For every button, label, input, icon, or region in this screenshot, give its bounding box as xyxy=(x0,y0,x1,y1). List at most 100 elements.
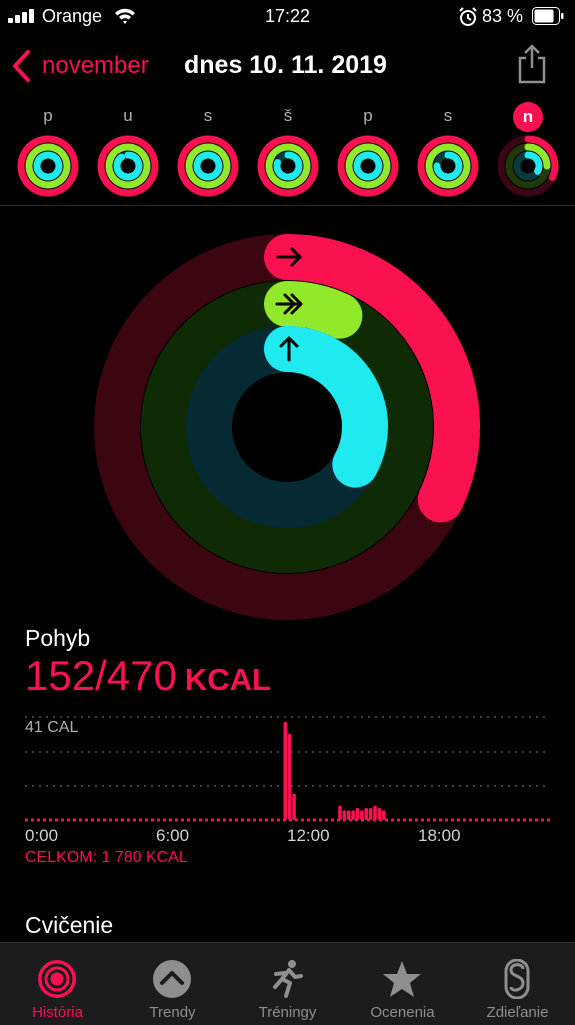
day-letter: n xyxy=(513,102,543,132)
tab-label: Zdieľanie xyxy=(486,1004,549,1021)
stand-ring-progress xyxy=(433,151,463,181)
tab-trends[interactable]: Trendy xyxy=(115,943,230,1025)
tab-label: Tréningy xyxy=(258,1004,317,1021)
chart-bar xyxy=(342,810,347,820)
chart-bar xyxy=(373,805,377,820)
chart-bar xyxy=(377,808,382,820)
history-rings-icon xyxy=(38,960,76,998)
day-letter: p xyxy=(363,106,373,125)
exercise-ring-progress xyxy=(25,143,71,189)
tick-label: 18:00 xyxy=(418,826,461,845)
activity-rings xyxy=(94,234,480,620)
move-ring-progress xyxy=(264,234,480,523)
stand-ring-progress xyxy=(113,151,143,181)
chart-bar xyxy=(351,810,355,820)
tick-label: 0:00 xyxy=(25,826,59,845)
arrow-right-icon xyxy=(276,247,302,267)
week-day[interactable]: u xyxy=(88,100,168,205)
move-calories: 152/470 xyxy=(25,652,177,699)
stand-ring-progress xyxy=(524,151,543,175)
chart-bar xyxy=(381,810,386,820)
back-button[interactable]: november xyxy=(42,52,149,79)
chart-max-label: 41 CAL xyxy=(25,719,79,736)
page-title: dnes 10. 11. 2019 xyxy=(184,51,387,79)
move-ring-progress xyxy=(97,135,159,197)
day-rings-icon xyxy=(337,135,399,197)
move-total: CELKOM: 1 780 KCAL xyxy=(25,849,188,866)
exercise-section-title: Cvičenie xyxy=(25,912,114,938)
running-figure-icon xyxy=(273,960,303,998)
trends-chevron-icon xyxy=(153,960,191,998)
chart-bar xyxy=(338,805,342,820)
day-rings-icon xyxy=(97,135,159,197)
wifi-icon xyxy=(115,8,135,24)
exercise-ring-progress xyxy=(524,143,551,170)
day-letter: s xyxy=(203,106,213,125)
day-rings-icon xyxy=(177,135,239,197)
week-day[interactable]: š xyxy=(248,100,328,205)
week-day[interactable]: n xyxy=(488,100,568,205)
day-rings-icon xyxy=(417,135,479,197)
chart-bar xyxy=(287,733,292,820)
chart-bar xyxy=(364,808,369,820)
week-day[interactable]: s xyxy=(408,100,488,205)
tick-label: 6:00 xyxy=(156,826,190,845)
chart-bar xyxy=(283,721,288,820)
week-day[interactable]: s xyxy=(168,100,248,205)
exercise-ring-progress xyxy=(425,143,471,189)
move-section-title: Pohyb xyxy=(25,625,91,651)
battery-percent: 83 % xyxy=(482,6,524,26)
chart-bar xyxy=(360,810,364,820)
stand-ring-progress xyxy=(264,326,388,488)
move-value: 152/470 KCAL xyxy=(25,652,271,700)
day-rings-icon xyxy=(257,135,319,197)
chart-bar xyxy=(368,808,373,820)
tab-history[interactable]: História xyxy=(0,943,115,1025)
award-star-icon xyxy=(383,961,421,997)
day-letter: p xyxy=(43,106,53,125)
tab-bar: História Trendy Tréningy Ocenenia Zdieľa… xyxy=(0,942,575,1025)
signal-strength-icon xyxy=(8,9,38,23)
move-hourly-chart xyxy=(25,716,550,822)
nav-bar: november dnes 10. 11. 2019 xyxy=(0,34,575,96)
carrier-name: Orange xyxy=(42,6,103,26)
chart-bar xyxy=(355,808,360,820)
tab-label: Trendy xyxy=(149,1004,196,1021)
exercise-ring-progress xyxy=(185,143,231,189)
tab-awards[interactable]: Ocenenia xyxy=(345,943,460,1025)
week-day[interactable]: p xyxy=(8,100,88,205)
share-icon[interactable] xyxy=(514,44,550,84)
tab-workouts[interactable]: Tréningy xyxy=(230,943,345,1025)
exercise-ring-progress xyxy=(105,143,151,189)
status-bar: Orange 17:22 83 % xyxy=(0,0,575,34)
stand-ring-progress xyxy=(353,151,383,181)
move-unit: KCAL xyxy=(184,662,271,697)
day-letter: u xyxy=(123,106,133,125)
week-day[interactable]: p xyxy=(328,100,408,205)
double-arrow-right-icon xyxy=(275,293,303,315)
tick-label: 12:00 xyxy=(287,826,330,845)
sharing-icon xyxy=(504,959,530,999)
tab-label: História xyxy=(32,1004,83,1021)
day-letter: š xyxy=(283,106,293,125)
stand-ring-progress xyxy=(33,151,63,181)
stand-ring-progress xyxy=(273,151,303,181)
chart-bar xyxy=(292,793,296,820)
day-letter: s xyxy=(443,106,453,125)
day-rings-icon xyxy=(17,135,79,197)
tab-sharing[interactable]: Zdieľanie xyxy=(460,943,575,1025)
battery-icon xyxy=(532,7,564,25)
move-ring-progress xyxy=(337,135,399,197)
day-rings-icon xyxy=(497,135,559,197)
move-ring-progress xyxy=(17,135,79,197)
alarm-clock-icon xyxy=(459,7,477,26)
move-ring-progress xyxy=(524,135,559,181)
arrow-up-icon xyxy=(279,336,299,362)
back-chevron-icon[interactable] xyxy=(10,49,34,83)
exercise-ring-progress xyxy=(345,143,391,189)
status-time: 17:22 xyxy=(264,6,311,26)
move-ring-progress xyxy=(257,135,319,197)
chart-bar xyxy=(346,810,351,820)
stand-ring-progress xyxy=(193,151,223,181)
move-ring-progress xyxy=(177,135,239,197)
